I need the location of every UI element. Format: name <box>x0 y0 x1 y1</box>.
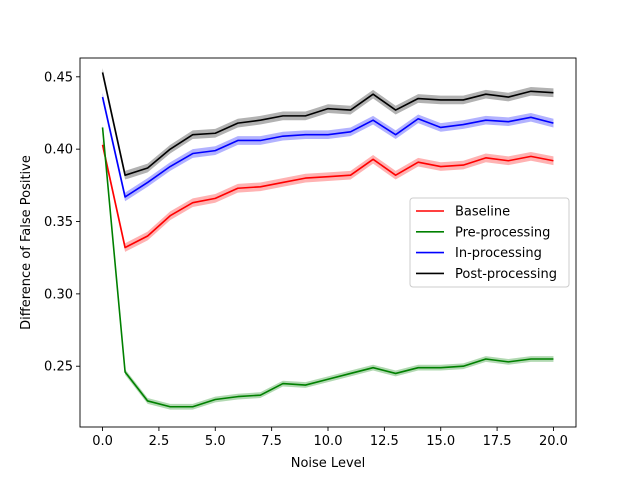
y-tick-label: 0.30 <box>44 287 73 302</box>
legend-label-in-processing: In-processing <box>455 246 542 261</box>
confidence-bands <box>102 68 554 410</box>
legend-label-pre-processing: Pre-processing <box>455 225 550 240</box>
x-tick-label: 15.0 <box>426 434 455 449</box>
x-tick-label: 20.0 <box>539 434 568 449</box>
band-baseline <box>102 140 554 252</box>
x-tick-label: 5.0 <box>205 434 226 449</box>
x-tick-label: 0.0 <box>92 434 113 449</box>
legend-label-baseline: Baseline <box>455 205 510 220</box>
legend-label-post-processing: Post-processing <box>455 267 557 282</box>
axes: 0.0 2.5 5.0 7.5 10.0 12.5 15.0 17.5 20.0 0.25 0.30… <box>19 57 577 471</box>
x-tick-label: 12.5 <box>370 434 399 449</box>
series-line-baseline <box>101 144 554 249</box>
x-tick-label: 17.5 <box>483 434 512 449</box>
x-tick-label: 10.0 <box>314 434 343 449</box>
x-tick-label: 2.5 <box>149 434 170 449</box>
band-post-processing <box>102 68 554 180</box>
y-axis-label: Difference of False Positive <box>19 155 34 330</box>
x-axis-label: Noise Level <box>291 456 366 471</box>
series-line-in-processing <box>101 96 554 198</box>
legend-box <box>409 197 570 288</box>
y-tick-label: 0.40 <box>44 143 73 158</box>
legend: Baseline Pre-processing In-processing Post-… <box>409 197 570 288</box>
y-tick-label: 0.45 <box>44 70 73 85</box>
series-line-pre-processing <box>101 127 554 408</box>
series-line-post-processing <box>101 72 554 177</box>
y-tick-label: 0.35 <box>44 215 73 230</box>
y-tick-label: 0.25 <box>44 360 73 375</box>
x-tick-label: 7.5 <box>261 434 282 449</box>
series-lines <box>101 72 554 408</box>
